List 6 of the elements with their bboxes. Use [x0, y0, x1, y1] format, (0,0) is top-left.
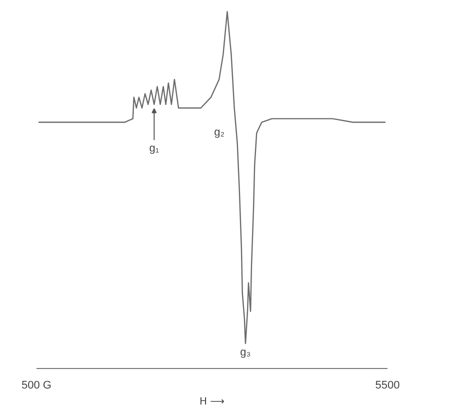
- annotation: g₂: [214, 126, 224, 139]
- x-tick-label: 5500: [375, 380, 400, 392]
- annotation: g₃: [240, 346, 251, 359]
- x-axis-title: H ⟶: [199, 396, 225, 408]
- x-tick-label: 500 G: [22, 380, 52, 392]
- annotation: g₁: [149, 142, 160, 154]
